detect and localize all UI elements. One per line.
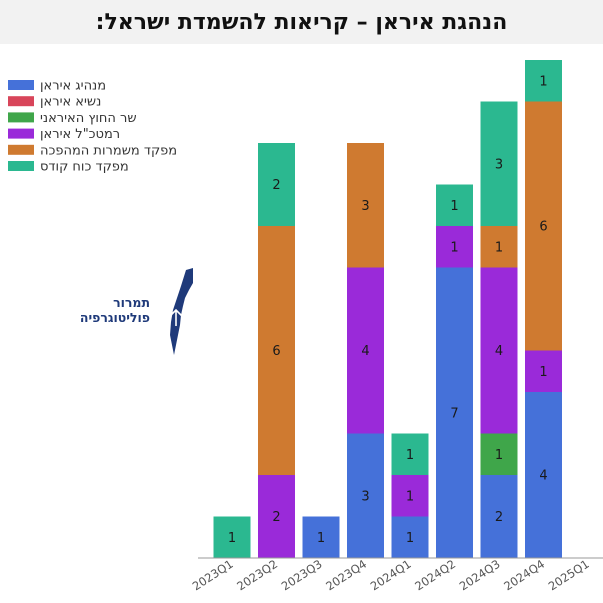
title-bar: הנהגת איראן – קריאות להשמדת ישראל: — [0, 0, 603, 44]
bar-segment — [436, 226, 473, 268]
legend-label: רמטכ"ל איראן — [40, 127, 120, 142]
data-label: 2 — [272, 178, 280, 193]
bar-segment — [525, 350, 562, 392]
tamrur-logo: תמרור פוליטוגרפיה — [80, 268, 193, 355]
bar-segment — [258, 475, 295, 558]
tick-label: 2023Q1 — [190, 557, 236, 594]
bar-segment — [525, 101, 562, 351]
chart-title: הנהגת איראן – קריאות להשמדת ישראל: — [95, 9, 508, 35]
bar-segment — [391, 475, 429, 517]
data-label: 1 — [450, 240, 458, 255]
bar-segment — [347, 433, 384, 558]
data-label: 4 — [539, 469, 547, 484]
legend-label: נשיא איראן — [40, 95, 101, 110]
legend-label: מנהיג איראן — [40, 79, 106, 94]
bar-segment — [480, 475, 518, 558]
tick-label: 2024Q4 — [501, 557, 547, 594]
data-label: 2 — [272, 510, 280, 525]
tick-label: 2023Q4 — [323, 557, 369, 594]
tick-label: 2023Q3 — [279, 557, 325, 594]
tick-label: 2024Q3 — [457, 557, 503, 594]
data-label: 1 — [539, 365, 547, 380]
legend-label: מפקד משמרות המהפכה — [40, 143, 177, 158]
tick-label: 2023Q2 — [234, 557, 280, 594]
bar-segment — [347, 267, 384, 434]
bar-segment — [480, 267, 518, 434]
x-axis-ticks: 2023Q12023Q22023Q32023Q42024Q12024Q22024… — [190, 557, 592, 594]
tick-label: 2024Q2 — [412, 557, 458, 594]
legend-label: מפקד כוח קודס — [40, 160, 129, 175]
bar-segment — [480, 433, 518, 475]
data-label: 2 — [495, 510, 503, 525]
data-label: 7 — [450, 406, 458, 421]
logo-line2: פוליטוגרפיה — [80, 310, 150, 325]
legend-swatch — [8, 112, 34, 123]
data-label: 1 — [406, 489, 414, 504]
bar-segment — [436, 267, 473, 558]
tick-label: 2025Q1 — [546, 557, 592, 594]
legend-swatch — [8, 161, 34, 171]
data-label: 6 — [272, 344, 280, 359]
data-label: 1 — [495, 240, 503, 255]
data-label: 1 — [317, 531, 325, 546]
bar-segment — [525, 60, 562, 102]
legend-swatch — [8, 80, 34, 90]
legend-swatch — [8, 96, 34, 107]
data-label: 1 — [495, 448, 503, 463]
data-label: 6 — [539, 220, 547, 235]
bar-segment — [480, 101, 518, 226]
logo-line1: תמרור — [113, 295, 150, 310]
data-label: 1 — [406, 448, 414, 463]
data-label: 1 — [228, 531, 236, 546]
bar-segment — [302, 516, 340, 558]
legend-swatch — [8, 144, 34, 155]
bar-segment — [436, 184, 473, 226]
israel-map-icon — [170, 268, 193, 355]
tick-label: 2024Q1 — [368, 557, 414, 594]
data-label: 4 — [495, 344, 503, 359]
data-label: 3 — [361, 489, 369, 504]
legend-label: שר החוץ האיראני — [40, 111, 137, 126]
data-label: 4 — [361, 344, 369, 359]
data-label: 1 — [450, 199, 458, 214]
data-label: 3 — [361, 199, 369, 214]
bar-segment — [391, 433, 429, 475]
data-label: 3 — [495, 157, 503, 172]
logo-arrows-icon — [169, 308, 183, 326]
bar-segment — [391, 516, 429, 558]
bars: 1 2 6 2 1 3 4 3 1 1 1 7 1 1 2 1 4 1 3 4 1 6 1 — [213, 60, 562, 558]
bar-segment — [213, 516, 251, 558]
data-label: 1 — [539, 74, 547, 89]
bar-segment — [525, 392, 562, 558]
bar-segment — [480, 226, 518, 268]
bar-segment — [258, 226, 295, 475]
bar-segment — [258, 143, 295, 226]
legend-swatch — [8, 128, 34, 139]
data-label: 1 — [406, 531, 414, 546]
bar-segment — [347, 143, 384, 268]
